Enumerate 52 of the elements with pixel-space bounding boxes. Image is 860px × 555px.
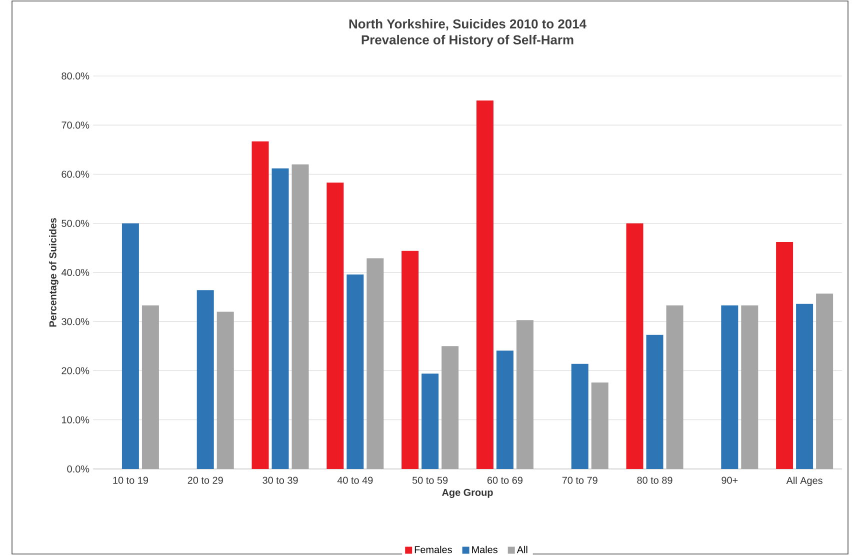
bar bbox=[442, 346, 459, 469]
bar bbox=[122, 223, 139, 469]
x-tick-label: 30 to 39 bbox=[262, 476, 298, 484]
bar bbox=[721, 305, 738, 469]
bar bbox=[422, 374, 439, 469]
chart-title: North Yorkshire, Suicides 2010 to 2014 bbox=[349, 18, 586, 30]
y-tick-label: 0.0% bbox=[67, 465, 90, 473]
bar bbox=[366, 258, 384, 469]
bar bbox=[196, 290, 214, 469]
x-tick-label: 20 to 29 bbox=[188, 476, 223, 484]
bar bbox=[591, 382, 608, 469]
x-tick-label: 70 to 79 bbox=[562, 476, 598, 484]
bar bbox=[666, 305, 684, 469]
bar bbox=[346, 274, 364, 469]
legend-label: All bbox=[516, 546, 528, 554]
bar bbox=[216, 312, 234, 469]
bar bbox=[796, 304, 814, 469]
bar bbox=[292, 164, 309, 469]
legend-label: Males bbox=[472, 546, 498, 554]
x-tick-label: 60 to 69 bbox=[487, 476, 522, 484]
y-tick-label: 60.0% bbox=[62, 170, 90, 178]
x-tick-label: 10 to 19 bbox=[113, 476, 148, 484]
bar bbox=[252, 141, 269, 469]
x-tick-label: 40 to 49 bbox=[337, 476, 373, 484]
bar bbox=[272, 168, 289, 469]
bar bbox=[326, 182, 344, 469]
y-tick-label: 80.0% bbox=[62, 72, 90, 80]
y-axis-title: Percentage of Suicides bbox=[49, 218, 58, 327]
chart-subtitle: Prevalence of History of Self-Harm bbox=[362, 34, 574, 47]
x-tick-label: 80 to 89 bbox=[637, 476, 672, 484]
bar bbox=[516, 320, 534, 469]
y-tick-label: 70.0% bbox=[62, 122, 90, 129]
bar bbox=[741, 305, 758, 469]
x-axis-title: Age Group bbox=[442, 488, 493, 498]
x-tick-label: 90+ bbox=[722, 476, 738, 484]
bar bbox=[816, 294, 834, 469]
bar bbox=[776, 242, 794, 469]
x-tick-label: 50 to 59 bbox=[412, 476, 448, 484]
bar bbox=[402, 250, 419, 469]
bar bbox=[496, 350, 514, 469]
bar bbox=[626, 223, 644, 469]
y-tick-label: 10.0% bbox=[62, 416, 90, 424]
legend-label: Females bbox=[414, 546, 452, 554]
y-tick-label: 50.0% bbox=[62, 220, 90, 227]
bar bbox=[646, 334, 664, 469]
y-tick-label: 40.0% bbox=[61, 268, 90, 276]
bar bbox=[476, 100, 494, 469]
y-tick-label: 30.0% bbox=[62, 318, 90, 326]
bar bbox=[142, 305, 159, 469]
x-tick-label: All Ages bbox=[786, 476, 822, 486]
y-tick-label: 20.0% bbox=[62, 367, 90, 374]
bar bbox=[571, 364, 588, 469]
